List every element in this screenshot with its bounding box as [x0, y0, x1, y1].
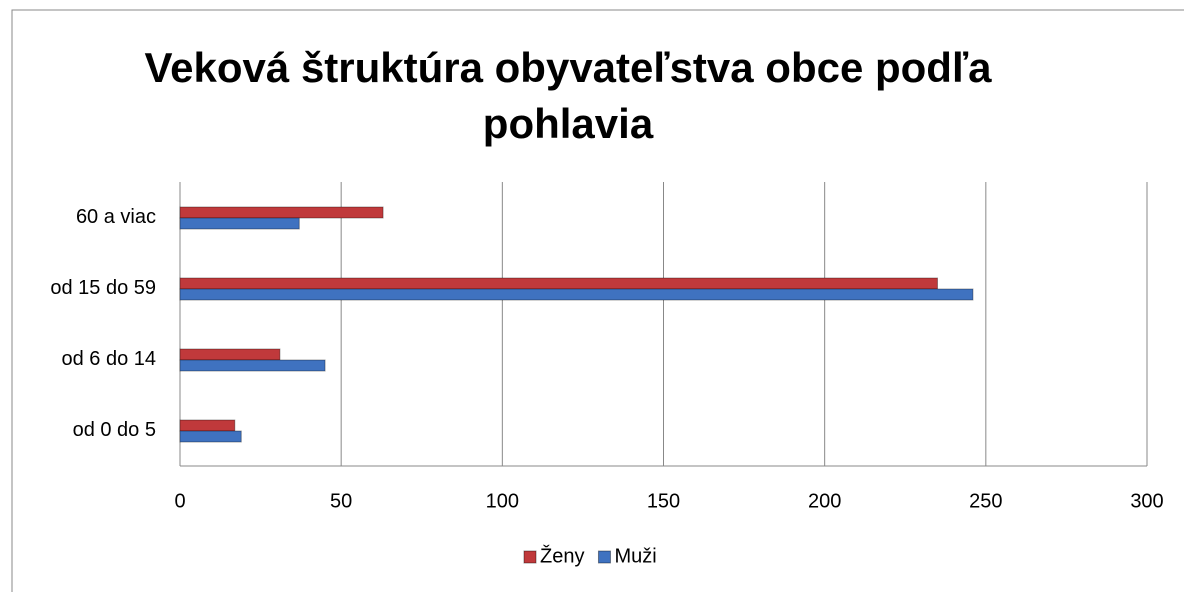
bar	[179, 430, 242, 443]
bar	[179, 217, 300, 230]
chart-title: Veková štruktúra obyvateľstva obce podľa…	[144, 44, 992, 147]
x-tick-label: 150	[647, 490, 680, 512]
bar	[179, 288, 974, 301]
bar	[179, 277, 938, 290]
y-tick-label: od 0 do 5	[73, 419, 156, 441]
chart-frame	[11, 9, 1184, 592]
bar	[179, 359, 326, 372]
x-tick-label: 200	[808, 490, 841, 512]
y-tick-label: od 6 do 14	[61, 348, 156, 370]
legend-swatch	[523, 550, 537, 564]
x-tick-label: 250	[969, 490, 1002, 512]
x-tick-label: 300	[1130, 490, 1163, 512]
bar	[179, 206, 384, 219]
bar	[179, 348, 281, 361]
x-tick-label: 100	[486, 490, 519, 512]
legend-swatch	[597, 550, 611, 564]
y-tick-label: od 15 do 59	[50, 277, 156, 299]
y-tick-label: 60 a viac	[76, 206, 156, 228]
x-tick-label: 0	[174, 490, 185, 512]
legend-label: Muži	[614, 545, 656, 567]
x-tick-label: 50	[330, 490, 352, 512]
bar	[179, 419, 236, 432]
legend-label: Ženy	[540, 544, 584, 567]
